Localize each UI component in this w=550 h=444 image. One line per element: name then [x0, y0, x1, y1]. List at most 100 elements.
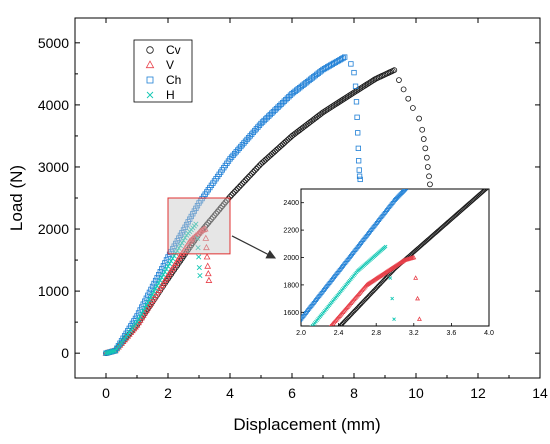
inset-x-tick-label: 2.4	[334, 330, 344, 337]
data-point	[176, 245, 182, 251]
inset-data-point	[514, 164, 517, 167]
inset-data-point	[416, 175, 419, 178]
inset-data-point	[429, 161, 432, 164]
inset-data-point	[421, 354, 425, 357]
data-point	[346, 92, 353, 99]
data-point	[220, 201, 227, 208]
data-point	[248, 170, 255, 177]
data-point	[211, 212, 218, 219]
inset-data-point	[489, 183, 492, 186]
inset-data-point	[283, 341, 286, 344]
data-point	[352, 88, 359, 95]
data-point	[179, 240, 185, 246]
x-tick-label: 4	[226, 385, 234, 401]
inset-data-point	[466, 124, 469, 127]
inset-data-point	[517, 161, 520, 164]
inset-data-point	[533, 149, 536, 152]
data-point	[323, 65, 329, 71]
inset-data-point	[308, 357, 311, 360]
y-tick-label: 0	[61, 345, 69, 361]
inset-data-point	[463, 126, 466, 129]
inset-data-point	[526, 154, 529, 157]
data-point	[231, 188, 238, 195]
inset-x-tick-label: 2.0	[296, 330, 306, 337]
data-point	[233, 187, 240, 194]
data-point	[173, 250, 179, 256]
data-point	[405, 95, 412, 102]
inset-data-point	[292, 367, 296, 370]
data-point	[157, 269, 163, 275]
data-point	[190, 211, 196, 217]
inset-data-point	[511, 82, 514, 85]
inset-data-point	[293, 372, 296, 375]
data-point	[369, 77, 376, 84]
data-point	[361, 82, 368, 89]
data-point	[234, 185, 241, 192]
legend-label: Cv	[166, 43, 181, 57]
inset-data-point	[506, 86, 509, 89]
inset-data-point	[296, 342, 299, 345]
data-point	[149, 283, 156, 290]
data-point	[196, 254, 202, 260]
inset-data-point	[439, 152, 442, 155]
data-point	[340, 96, 347, 103]
data-point	[228, 154, 235, 160]
inset-data-point	[502, 174, 505, 177]
inset-data-point	[300, 365, 303, 368]
data-point	[116, 341, 124, 348]
inset-data-point	[322, 341, 325, 344]
inset-data-point	[404, 189, 409, 191]
inset-data-point	[475, 115, 478, 118]
inset-data-point	[410, 181, 413, 184]
data-point	[351, 69, 357, 76]
data-point	[163, 266, 170, 272]
inset-data-point	[459, 131, 462, 134]
inset-x-tick-label: 2.8	[371, 330, 381, 337]
inset-data-point	[533, 63, 536, 66]
data-point	[159, 274, 165, 281]
inset-data-point	[291, 368, 295, 371]
inset-data-point	[521, 159, 524, 162]
data-point	[352, 83, 359, 89]
inset-data-point	[545, 140, 548, 143]
data-point	[391, 67, 398, 74]
inset-data-point	[295, 344, 298, 347]
inset-x-tick-label: 4.0	[484, 330, 494, 337]
inset-data-point	[414, 178, 417, 181]
data-point	[337, 98, 343, 105]
data-point	[171, 253, 177, 259]
data-point	[162, 260, 168, 266]
inset-data-point	[499, 91, 502, 94]
inset-data-point	[309, 356, 312, 359]
inset-data-point	[504, 88, 507, 91]
data-point	[203, 253, 211, 260]
inset-data-point	[319, 345, 322, 348]
data-point	[191, 208, 198, 214]
inset-data-point	[541, 143, 544, 146]
data-point	[262, 116, 269, 122]
data-point	[335, 99, 342, 106]
x-tick-label: 14	[532, 385, 548, 401]
inset-data-point	[297, 361, 301, 364]
inset-data-point	[315, 340, 319, 343]
data-point	[152, 277, 159, 284]
data-point	[251, 167, 258, 174]
inset-data-point	[287, 372, 291, 375]
data-point	[348, 61, 354, 67]
data-point	[194, 203, 201, 209]
data-point	[266, 113, 272, 119]
inset-data-point	[487, 102, 490, 105]
data-point	[195, 245, 201, 251]
inset-data-point	[481, 108, 484, 111]
inset-data-point	[420, 338, 424, 341]
data-point	[197, 273, 203, 279]
data-point	[320, 109, 326, 116]
data-point	[422, 145, 429, 152]
inset-data-point	[516, 162, 519, 165]
inset-data-point	[544, 54, 547, 57]
inset-data-point	[477, 112, 480, 115]
data-point	[177, 243, 183, 249]
data-point	[177, 232, 184, 239]
inset-data-point	[520, 160, 523, 163]
inset-data-point	[542, 56, 545, 59]
